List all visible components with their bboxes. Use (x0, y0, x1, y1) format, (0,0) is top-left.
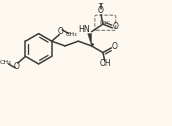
Text: CH₃: CH₃ (66, 32, 77, 37)
Text: O: O (111, 42, 117, 51)
Polygon shape (88, 34, 92, 46)
Text: CH₃: CH₃ (0, 60, 11, 66)
Text: O: O (14, 62, 20, 71)
Text: O: O (57, 27, 63, 36)
Text: HN: HN (78, 25, 90, 34)
Text: OH: OH (100, 59, 112, 68)
Text: O: O (112, 22, 118, 32)
Text: O: O (98, 6, 104, 15)
Text: Boc: Boc (99, 20, 110, 25)
